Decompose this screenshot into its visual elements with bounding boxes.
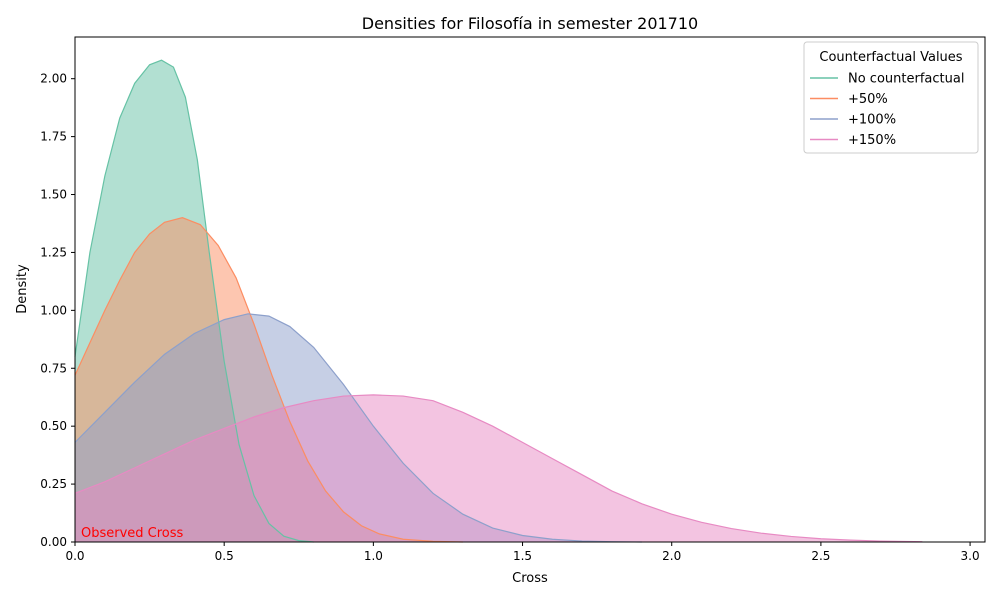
y-tick-label: 0.00 — [40, 535, 67, 549]
plot-area-frame — [74, 36, 986, 543]
y-axis-label: Density — [15, 264, 30, 314]
legend-label-no-counterfactual: No counterfactual — [848, 72, 964, 87]
density-line-plus-50pct — [74, 217, 463, 543]
x-tick-label: 0.0 — [65, 549, 84, 563]
legend: Counterfactual Values No counterfactual +… — [803, 41, 979, 154]
density-line-plus-100pct — [74, 313, 642, 543]
y-tick-label: 1.25 — [40, 245, 67, 259]
y-tick-label: 2.00 — [40, 72, 67, 86]
density-line-plus-150pct — [74, 394, 923, 543]
density-line-no-counterfactual — [74, 59, 314, 543]
x-tick-label: 1.0 — [364, 549, 383, 563]
x-tick-label: 1.5 — [513, 549, 532, 563]
density-lines — [74, 59, 923, 543]
y-tick-label: 0.25 — [40, 477, 67, 491]
chart-title: Densities for Filosofía in semester 2017… — [362, 14, 698, 33]
x-tick-label: 2.5 — [811, 549, 830, 563]
x-tick-label: 0.5 — [215, 549, 234, 563]
legend-title: Counterfactual Values — [819, 50, 962, 65]
legend-label-plus-150pct: +150% — [848, 133, 896, 148]
y-tick-label: 0.50 — [40, 419, 67, 433]
legend-label-plus-50pct: +50% — [848, 92, 888, 107]
observed-cross-annotation: Observed Cross — [81, 526, 184, 541]
x-tick-label: 2.0 — [662, 549, 681, 563]
x-axis-label: Cross — [512, 571, 548, 586]
y-tick-label: 1.00 — [40, 303, 67, 317]
y-tick-label: 0.75 — [40, 361, 67, 375]
x-tick-label: 3.0 — [961, 549, 980, 563]
y-axis-ticks: 0.00 0.25 0.50 0.75 1.00 1.25 1.50 1.75 2.00 — [40, 72, 75, 549]
y-tick-label: 1.75 — [40, 130, 67, 144]
legend-frame — [803, 41, 979, 154]
legend-items: No counterfactual +50% +100% +150% — [810, 72, 964, 148]
x-axis-ticks: 0.0 0.5 1.0 1.5 2.0 2.5 3.0 — [65, 542, 980, 563]
density-areas — [75, 60, 923, 543]
y-tick-label: 1.50 — [40, 188, 67, 202]
density-area-plus-150pct — [75, 394, 923, 542]
legend-label-plus-100pct: +100% — [848, 113, 896, 128]
